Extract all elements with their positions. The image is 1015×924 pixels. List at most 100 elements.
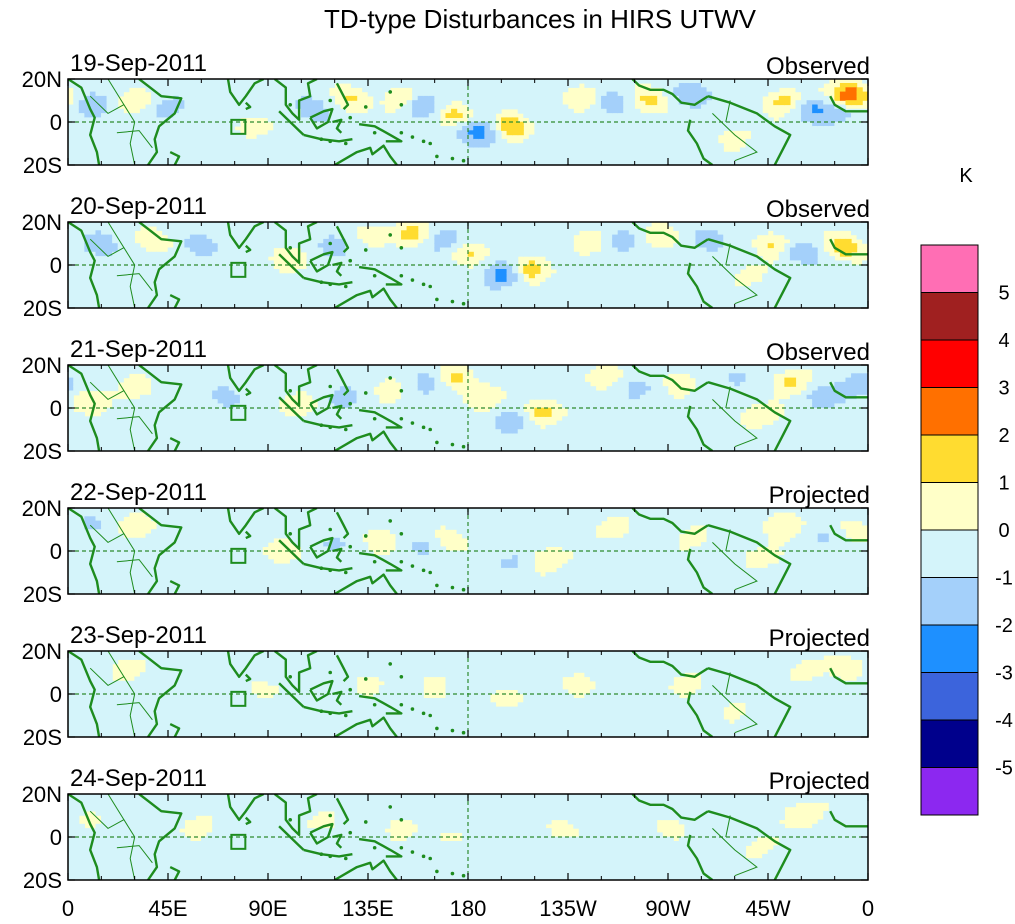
field-cell bbox=[423, 251, 430, 257]
field-cell bbox=[589, 143, 597, 149]
field-cell bbox=[212, 160, 219, 165]
field-cell bbox=[862, 143, 868, 149]
field-cell bbox=[717, 251, 724, 257]
field-cell bbox=[417, 294, 424, 300]
field-cell bbox=[473, 126, 480, 131]
field-cell bbox=[506, 251, 513, 257]
field-cell bbox=[801, 138, 808, 144]
field-cell bbox=[278, 277, 285, 283]
field-cell bbox=[123, 151, 130, 157]
field-cell bbox=[201, 277, 208, 283]
field-cell bbox=[251, 238, 258, 244]
field-cell bbox=[584, 130, 591, 136]
field-cell bbox=[212, 95, 219, 101]
island bbox=[372, 130, 377, 135]
field-cell bbox=[262, 83, 269, 88]
field-cell bbox=[167, 108, 174, 114]
field-cell bbox=[212, 143, 219, 149]
field-cell bbox=[512, 121, 519, 127]
field-cell bbox=[367, 303, 374, 308]
field-cell bbox=[128, 121, 135, 127]
field-cell bbox=[289, 138, 297, 144]
field-cell bbox=[473, 95, 480, 101]
field-cell bbox=[295, 121, 302, 127]
field-cell bbox=[534, 251, 541, 257]
field-cell bbox=[762, 126, 769, 131]
field-cell bbox=[689, 234, 697, 240]
field-cell bbox=[451, 126, 458, 131]
field-cell bbox=[817, 138, 824, 144]
field-cell bbox=[401, 121, 408, 127]
field-cell bbox=[112, 226, 119, 231]
field-cell bbox=[667, 117, 674, 123]
field-cell bbox=[812, 156, 819, 161]
field-cell bbox=[112, 126, 119, 131]
field-cell bbox=[212, 238, 219, 244]
field-cell bbox=[573, 79, 580, 84]
field-cell bbox=[717, 222, 724, 227]
field-cell bbox=[201, 226, 208, 231]
field-cell bbox=[534, 151, 541, 157]
field-cell bbox=[312, 117, 319, 123]
field-cell bbox=[195, 234, 202, 240]
field-cell bbox=[845, 113, 852, 118]
field-cell bbox=[751, 234, 758, 240]
field-cell bbox=[184, 260, 191, 266]
field-cell bbox=[545, 91, 552, 97]
field-cell bbox=[845, 126, 852, 131]
field-cell bbox=[539, 230, 547, 236]
field-cell bbox=[734, 126, 741, 131]
field-cell bbox=[739, 238, 747, 244]
field-cell bbox=[839, 156, 847, 161]
field-cell bbox=[839, 91, 847, 97]
field-cell bbox=[551, 273, 558, 279]
field-cell bbox=[578, 222, 585, 227]
field-cell bbox=[151, 117, 158, 123]
field-cell bbox=[151, 260, 158, 266]
field-cell bbox=[606, 91, 613, 97]
coastline bbox=[169, 151, 181, 165]
field-cell bbox=[78, 104, 85, 110]
field-cell bbox=[373, 138, 380, 144]
field-cell bbox=[167, 143, 174, 149]
field-cell bbox=[78, 273, 85, 279]
field-cell bbox=[84, 130, 91, 136]
field-cell bbox=[723, 299, 730, 304]
field-cell bbox=[651, 138, 658, 144]
field-cell bbox=[756, 294, 763, 300]
field-cell bbox=[417, 95, 424, 101]
field-cell bbox=[256, 226, 263, 231]
field-cell bbox=[401, 151, 408, 157]
field-cell bbox=[601, 230, 608, 236]
field-cell bbox=[484, 108, 491, 114]
field-cell bbox=[489, 277, 497, 283]
field-cell bbox=[101, 281, 108, 287]
field-cell bbox=[312, 83, 319, 88]
field-cell bbox=[712, 156, 719, 161]
field-cell bbox=[817, 134, 824, 140]
field-cell bbox=[728, 151, 735, 157]
field-cell bbox=[789, 126, 797, 131]
field-cell bbox=[406, 251, 413, 257]
field-cell bbox=[551, 108, 558, 114]
field-cell bbox=[178, 147, 185, 153]
field-cell bbox=[134, 79, 141, 84]
field-cell bbox=[823, 138, 830, 144]
field-cell bbox=[639, 151, 647, 157]
field-cell bbox=[167, 126, 174, 131]
field-cell bbox=[484, 238, 491, 244]
field-cell bbox=[678, 269, 685, 274]
field-cell bbox=[312, 160, 319, 165]
field-cell bbox=[406, 147, 413, 153]
field-cell bbox=[534, 294, 541, 300]
field-cell bbox=[678, 230, 685, 236]
field-cell bbox=[84, 156, 91, 161]
field-cell bbox=[106, 156, 113, 161]
field-cell bbox=[295, 299, 302, 304]
field-cell bbox=[478, 226, 485, 231]
field-cell bbox=[717, 281, 724, 287]
field-cell bbox=[362, 243, 369, 249]
field-cell bbox=[167, 230, 174, 236]
field-cell bbox=[706, 151, 713, 157]
field-cell bbox=[345, 277, 352, 283]
